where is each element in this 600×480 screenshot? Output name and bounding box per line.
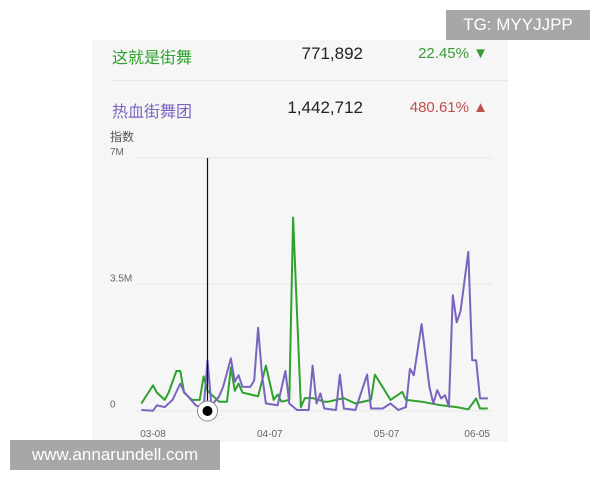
x-tick-label: 03-08 bbox=[140, 429, 166, 440]
change-text: 22.45% bbox=[418, 45, 469, 62]
series-name: 这就是街舞 bbox=[112, 50, 193, 67]
x-tick-label: 06-05 bbox=[464, 429, 490, 440]
y-axis-label: 指数 bbox=[110, 130, 135, 144]
y-tick-label: 0 bbox=[110, 400, 116, 411]
legend-row-2[interactable]: 热血街舞团 1,442,712 480.61% ▲ bbox=[92, 94, 508, 124]
crosshair-dot[interactable] bbox=[202, 406, 213, 416]
series-value: 1,442,712 bbox=[287, 98, 363, 117]
watermark-top: TG: MYYJJPP bbox=[446, 10, 590, 40]
triangle-down-icon: ▼ bbox=[473, 45, 488, 62]
x-tick-label: 04-07 bbox=[257, 429, 283, 440]
series-change: 22.45% ▼ bbox=[418, 45, 488, 62]
change-text: 480.61% bbox=[409, 99, 469, 116]
y-tick-label: 3.5M bbox=[110, 273, 132, 284]
y-tick-label: 7M bbox=[110, 147, 124, 158]
watermark-bottom: www.annarundell.com bbox=[10, 440, 220, 470]
legend-row-1[interactable]: 这就是街舞 771,892 22.45% ▼ bbox=[92, 40, 508, 70]
series-name: 热血街舞团 bbox=[112, 104, 193, 121]
divider bbox=[112, 80, 508, 81]
series-line-2 bbox=[141, 250, 488, 412]
triangle-up-icon: ▲ bbox=[473, 99, 488, 116]
series-change: 480.61% ▲ bbox=[410, 99, 488, 116]
series-value: 771,892 bbox=[301, 44, 363, 63]
x-tick-label: 05-07 bbox=[374, 429, 400, 440]
